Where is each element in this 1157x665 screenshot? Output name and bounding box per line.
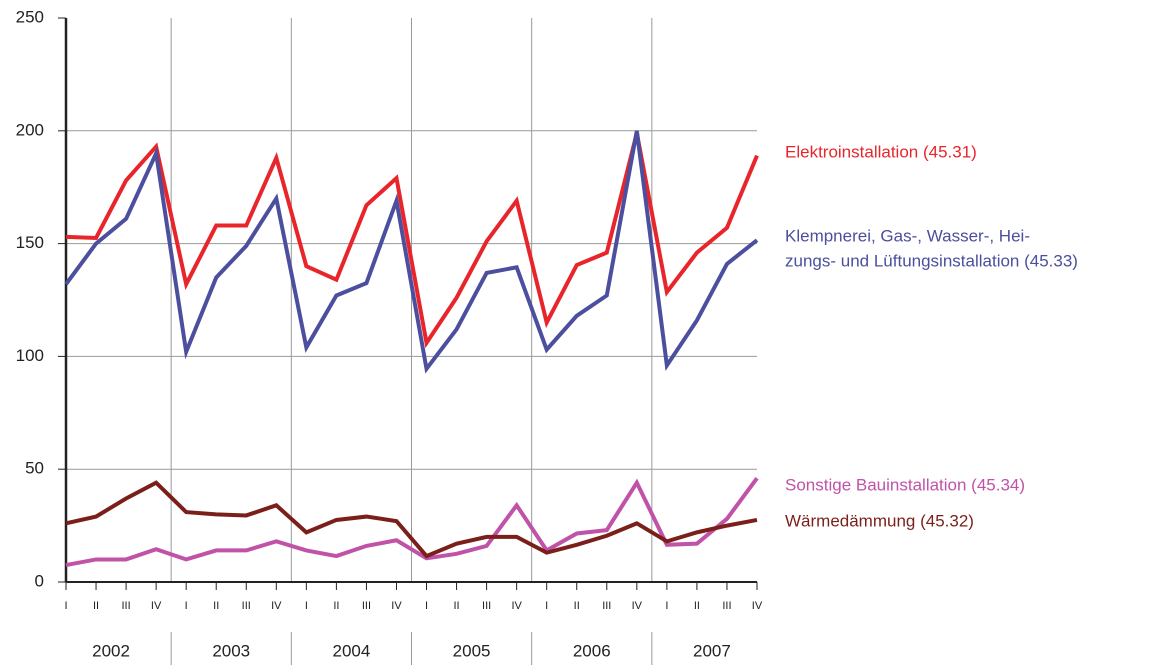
legend-label: Elektroinstallation (45.31) [785,142,977,161]
legend-label: Wärmedämmung (45.32) [785,511,974,530]
x-tick-label: I [665,600,668,612]
y-tick-label: 250 [16,7,44,26]
year-label: 2002 [92,641,130,660]
year-label: 2006 [573,641,611,660]
x-tick-label: III [602,600,611,612]
y-tick-label: 200 [16,120,44,139]
year-label: 2003 [212,641,250,660]
x-tick-label: II [333,600,339,612]
x-tick-label: II [454,600,460,612]
y-tick-label: 100 [16,346,44,365]
y-tick-label: 150 [16,233,44,252]
x-tick-label: II [93,600,99,612]
legend-label: Klempnerei, Gas-, Wasser-, Hei- [785,226,1030,245]
x-tick-label: IV [151,600,162,612]
x-tick-label: IV [632,600,643,612]
x-tick-label: IV [511,600,522,612]
y-tick-label: 0 [35,571,44,590]
x-tick-label: III [242,600,251,612]
x-tick-label: III [122,600,131,612]
x-tick-label: I [425,600,428,612]
series-line [64,130,759,374]
legend-label: Sonstige Bauinstallation (45.34) [785,475,1025,494]
x-tick-label: III [722,600,731,612]
x-tick-label: I [64,600,67,612]
series-line [65,477,759,568]
x-tick-label: III [362,600,371,612]
y-tick-label: 50 [25,459,44,478]
year-label: 2004 [332,641,370,660]
x-tick-label: IV [391,600,402,612]
legend-label: zungs- und Lüftungsinstallation (45.33) [785,251,1078,270]
series-line [65,480,758,559]
x-tick-label: I [305,600,308,612]
x-tick-label: II [213,600,219,612]
x-tick-label: IV [752,600,763,612]
x-tick-label: II [694,600,700,612]
x-tick-label: I [185,600,188,612]
x-tick-label: II [574,600,580,612]
year-label: 2005 [453,641,491,660]
year-label: 2007 [693,641,731,660]
x-tick-label: I [545,600,548,612]
x-tick-label: IV [271,600,282,612]
x-tick-label: III [482,600,491,612]
